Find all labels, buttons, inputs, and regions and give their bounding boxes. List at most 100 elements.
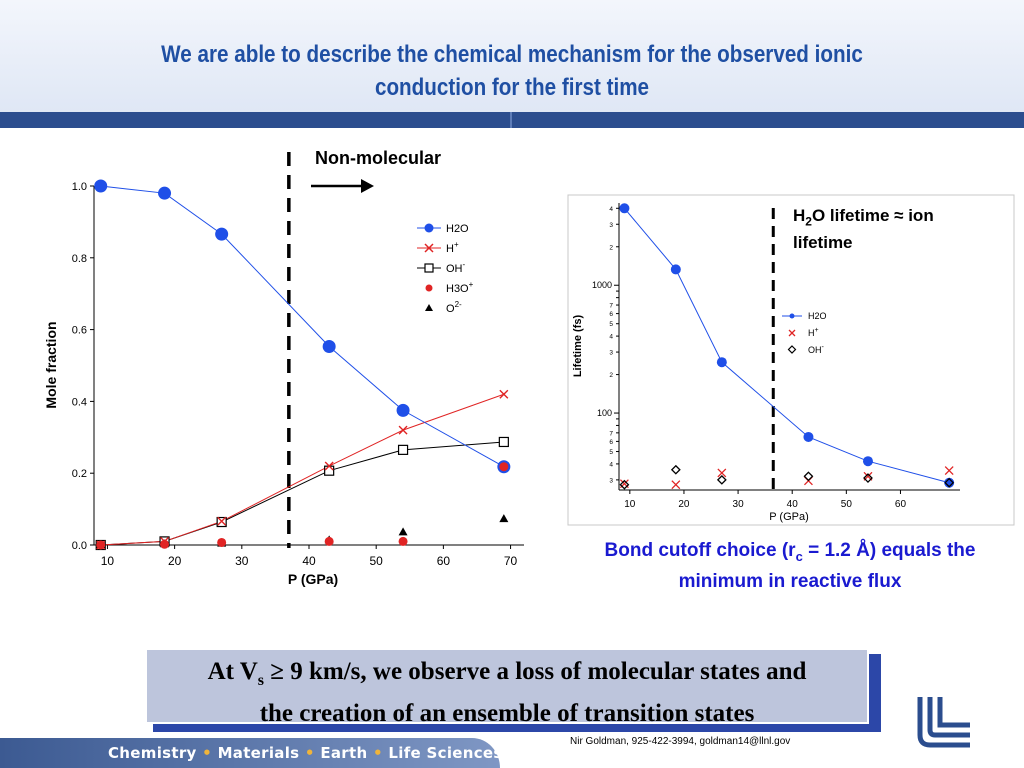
left-chart: 10 20 30 40 50 60 70 0.0 0.2 0.4 0.6 0.8 1.0 P (GPa… [43,148,524,587]
right-y-minor-label: 4 [609,334,613,341]
legend-h2o-label: H2O [446,223,469,235]
right-y-minor-label: 7 [609,303,613,310]
h2o-series-line [100,185,505,468]
header-divider-mark [510,112,512,128]
left-x-tick-label: 50 [370,554,384,568]
header-divider-bar [0,112,1024,128]
left-x-tick-label: 40 [302,554,316,568]
h-point [398,425,408,435]
h3o-point [398,536,408,546]
footer-disciplines: Chemistry • Materials • Earth • Life Sci… [108,744,503,762]
right-y-minor-label: 2 [609,372,613,379]
footer-chemistry: Chemistry [108,744,197,762]
lifetime-h2o-point [619,203,630,214]
right-y-major-label: 1000 [592,280,612,290]
title-line-2: conduction for the first time [374,74,650,101]
left-x-tick-label: 20 [168,554,182,568]
right-x-tick-label: 50 [841,499,853,510]
footer-earth: Earth [320,744,368,762]
o-point [398,527,408,536]
h2o-point [322,339,336,353]
right-legend: H2O H+ OH- [782,311,827,355]
callout-line-2: the creation of an ensemble of transitio… [259,700,755,727]
lifetime-note: H2O lifetime ≈ ion lifetime [793,206,934,253]
h-point [217,516,227,526]
legend2-h-label: H+ [808,327,819,338]
right-x-tick-label: 60 [895,499,907,510]
right-y-major-label: 100 [597,408,612,418]
h2o-point [215,227,229,241]
bond-cutoff-caption: Bond cutoff choice (rc = 1.2 Å) equals t… [604,540,976,592]
right-y-minor-label: 3 [609,477,613,484]
h3o-point [499,462,509,472]
h3o-point [217,537,227,547]
h-series-line [100,393,505,546]
footer-bar [0,738,500,768]
h3o-point [324,536,334,546]
lifetime-h-point [944,466,954,475]
legend-h2o-marker [424,223,434,233]
left-x-tick-label: 70 [504,554,518,568]
oh-point [498,436,509,448]
right-y-minor-label: 5 [609,321,613,328]
author-credit: Nir Goldman, 925-422-3994, goldman14@lln… [570,736,791,747]
legend2-h2o-label: H2O [808,311,827,321]
lifetime-h-point [671,480,681,490]
left-x-tick-label: 60 [437,554,451,568]
non-molecular-label: Non-molecular [315,148,441,168]
left-x-label: P (GPa) [288,571,338,587]
lifetime-h2o-point [803,431,814,442]
left-y-label: Mole fraction [43,321,59,408]
header-band [0,0,1024,112]
arrow-head-icon [361,179,374,193]
left-y-tick-label: 1.0 [72,181,87,193]
right-y-minor-label: 3 [609,222,613,229]
conclusion-callout: At Vs ≥ 9 km/s, we observe a loss of mol… [145,648,869,727]
legend-o-marker [425,304,433,311]
legend-h3o-label: H3O+ [446,280,474,295]
legend-oh-label: OH- [446,260,466,275]
footer-materials: Materials [217,744,300,762]
right-x-tick-label: 30 [733,499,745,510]
oh-point [324,465,335,476]
h2o-point [158,186,172,200]
legend-oh-marker [424,263,434,273]
right-y-minor-label: 6 [609,311,613,318]
lifetime-h-point [717,468,727,478]
legend2-h2o-marker [789,313,795,319]
lifetime-oh-point [863,473,873,483]
legend-o-label: O2- [446,300,462,315]
lifetime-h2o-point [716,357,727,368]
left-y-tick-label: 0.4 [72,396,87,408]
legend2-oh-label: OH- [808,344,825,355]
lifetime-h2o-point [944,477,955,488]
lifetime-h2o-point [670,264,681,275]
legend2-h-marker [788,329,796,337]
left-y-tick-label: 0.8 [72,253,87,265]
h3o-point [160,539,170,549]
left-legend: H2O H+ OH- H3O+ O2- [417,223,474,315]
legend-h-marker [424,243,434,253]
right-y-minor-label: 6 [609,439,613,446]
lifetime-h2o-line [624,207,950,484]
right-y-minor-label: 3 [609,350,613,357]
right-y-minor-label: 2 [609,244,613,251]
callout-line-1: At Vs ≥ 9 km/s, we observe a loss of mol… [207,658,807,689]
oh-point [397,444,409,455]
h2o-point [94,179,108,193]
right-y-minor-label: 7 [609,430,613,437]
o-point [499,514,509,523]
legend2-oh-marker [787,345,797,354]
right-chart-frame [567,194,1015,526]
right-x-tick-label: 40 [787,499,799,510]
right-x-tick-label: 10 [624,499,636,510]
h-point [324,461,334,471]
right-y-minor-label: 4 [609,206,613,213]
oh-series-line [100,441,504,546]
lifetime-h2o-point [862,456,873,467]
right-y-label: Lifetime (fs) [572,314,584,377]
left-x-tick-label: 10 [101,554,115,568]
left-y-tick-label: 0.6 [72,325,87,337]
